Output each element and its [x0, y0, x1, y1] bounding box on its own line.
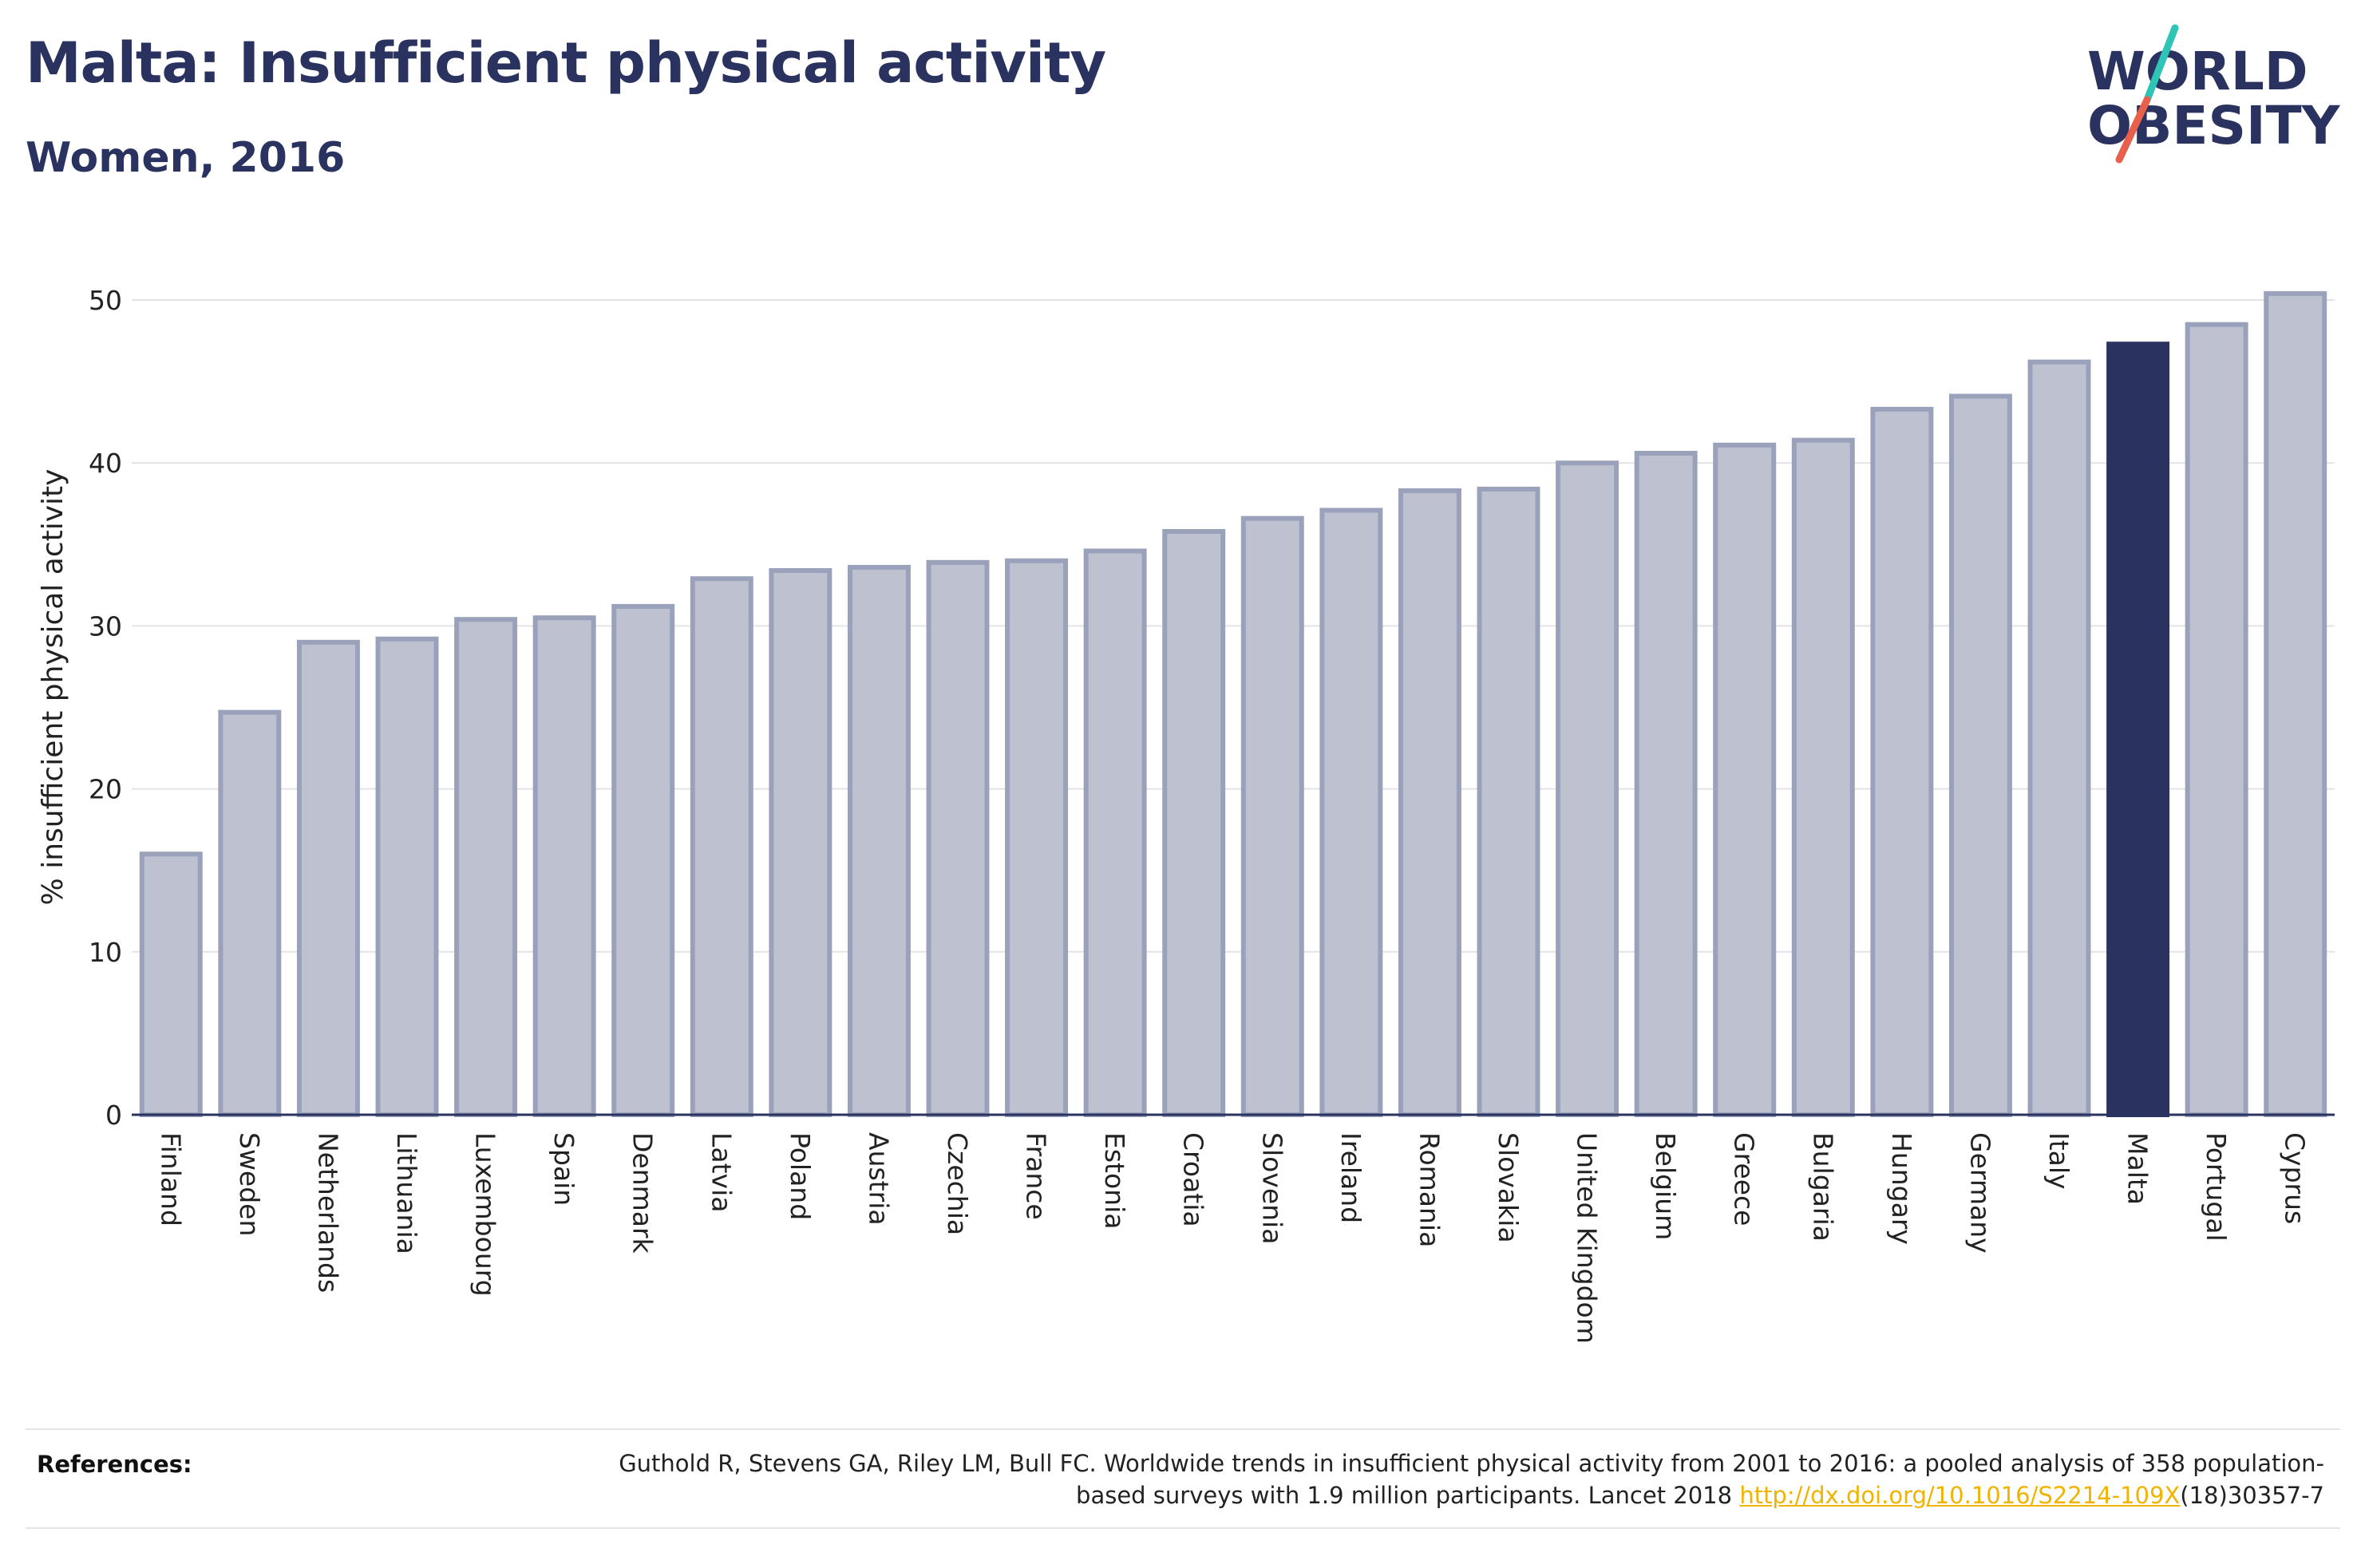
y-tick-label: 40 [89, 448, 122, 479]
x-tick-label: Latvia [706, 1132, 737, 1212]
references-citation: Guthold R, Stevens GA, Riley LM, Bull FC… [619, 1450, 2324, 1509]
x-tick-label: Austria [863, 1132, 894, 1226]
world-obesity-logo: WORLD OBESITY [2087, 24, 2341, 164]
bar-finland [139, 851, 203, 1118]
x-tick-label: Hungary [1886, 1132, 1917, 1245]
references-text: Guthold R, Stevens GA, Riley LM, Bull FC… [568, 1448, 2324, 1511]
x-tick-label: Portugal [2201, 1132, 2232, 1242]
bar-austria [847, 564, 911, 1117]
x-tick-label: Lithuania [391, 1132, 422, 1254]
bar-chart: 0 10 20 30 40 50 % insufficient physical activ… [37, 285, 2335, 1344]
bar-denmark [611, 603, 675, 1117]
y-tick-label: 0 [105, 1100, 122, 1131]
x-tick-label: Luxembourg [470, 1132, 501, 1297]
x-tick-label: Ireland [1335, 1132, 1366, 1223]
bar-italy [2027, 359, 2091, 1117]
x-tick-label: Poland [785, 1132, 816, 1220]
logo-line1: WORLD [2087, 41, 2308, 102]
bar-france [1005, 558, 1069, 1117]
x-tick-label: France [1021, 1132, 1052, 1220]
bar-hungary [1870, 406, 1934, 1117]
bar-ireland [1319, 508, 1383, 1117]
x-tick-label: Germany [1964, 1132, 1995, 1254]
logo-slash-coral [2115, 96, 2151, 164]
bar-united-kingdom [1556, 460, 1619, 1117]
y-tick-label: 50 [89, 285, 122, 316]
x-tick-label: Bulgaria [1807, 1132, 1838, 1242]
x-tick-label: Belgium [1650, 1132, 1681, 1240]
x-tick-label: United Kingdom [1572, 1132, 1603, 1344]
chart-title: Malta: Insufficient physical activity [26, 30, 1106, 96]
x-tick-label: Greece [1729, 1132, 1760, 1226]
x-tick-label: Czechia [942, 1132, 973, 1235]
bar-cyprus [2264, 290, 2327, 1117]
x-tick-label: Denmark [627, 1132, 658, 1254]
bar-romania [1398, 488, 1461, 1117]
references-citation-end: (18)30357-7 [2180, 1482, 2324, 1509]
bar-luxembourg [454, 617, 518, 1117]
bar-spain [532, 615, 596, 1117]
bar-netherlands [296, 639, 360, 1117]
references-doi-link[interactable]: http://dx.doi.org/10.1016/S2214-109X [1739, 1482, 2181, 1509]
x-tick-label: Malta [2122, 1132, 2153, 1205]
x-tick-label: Netherlands [312, 1132, 343, 1293]
x-tick-label: Croatia [1178, 1132, 1209, 1227]
y-tick-label: 10 [89, 937, 122, 968]
y-tick-label: 20 [89, 774, 122, 805]
bar-poland [769, 568, 832, 1117]
y-tick-label: 30 [89, 610, 122, 642]
x-tick-label: Estonia [1099, 1132, 1130, 1229]
bar-portugal [2185, 322, 2248, 1117]
x-tick-label: Italy [2043, 1132, 2074, 1190]
logo-slash-teal [2143, 24, 2179, 104]
x-tick-label: Sweden [234, 1132, 265, 1236]
x-tick-label: Slovenia [1256, 1132, 1287, 1244]
x-tick-label: Cyprus [2280, 1132, 2311, 1224]
logo-line2: OBESITY [2087, 95, 2341, 156]
chart-subtitle: Women, 2016 [26, 134, 346, 182]
bar-bulgaria [1791, 437, 1855, 1117]
bar-sweden [218, 709, 282, 1117]
bar-belgium [1634, 450, 1698, 1117]
bar-slovakia [1477, 486, 1540, 1117]
references-label: References: [37, 1451, 192, 1478]
x-tick-label: Spain [548, 1132, 579, 1206]
bar-lithuania [375, 636, 439, 1117]
bar-latvia [690, 576, 753, 1117]
bar-estonia [1083, 548, 1147, 1117]
bar-greece [1713, 442, 1777, 1117]
bar-czechia [926, 559, 990, 1117]
bar-slovenia [1240, 515, 1304, 1117]
references-section: References: Guthold R, Stevens GA, Riley… [26, 1428, 2340, 1529]
y-axis-label: % insufficient physical activity [37, 469, 69, 906]
bar-malta [2106, 342, 2170, 1117]
x-tick-label: Romania [1414, 1132, 1445, 1247]
x-tick-label: Finland [155, 1132, 186, 1226]
bar-germany [1948, 393, 2012, 1117]
bar-croatia [1162, 528, 1226, 1117]
x-tick-label: Slovakia [1493, 1132, 1524, 1243]
